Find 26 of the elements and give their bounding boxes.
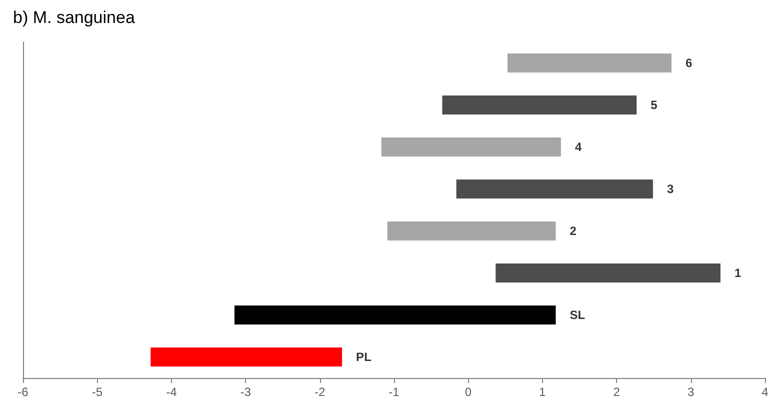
x-tick-label: -6 <box>18 385 29 399</box>
y-tick-label: 2 <box>570 224 577 238</box>
x-tick-label: 4 <box>762 385 769 399</box>
x-tick-label: -4 <box>166 385 178 399</box>
bar <box>508 54 672 72</box>
x-tick-label: -1 <box>388 385 400 399</box>
x-tick-label: 0 <box>464 385 472 399</box>
x-tick-label: 1 <box>539 385 546 399</box>
bar <box>381 138 561 156</box>
x-tick-label: -2 <box>314 385 326 399</box>
y-tick-label: 4 <box>574 140 582 154</box>
x-tick-label: -5 <box>92 385 103 399</box>
bar <box>496 264 720 282</box>
bar <box>387 222 556 240</box>
y-tick-label: SL <box>570 308 586 322</box>
x-tick-label: 3 <box>687 385 694 399</box>
x-tick-label: 2 <box>613 385 620 399</box>
bar <box>456 180 653 198</box>
chart-title: b) M. sanguinea <box>13 8 136 27</box>
bar <box>442 96 637 114</box>
y-tick-label: 5 <box>650 98 658 112</box>
bar <box>150 348 342 366</box>
y-tick-label: PL <box>356 350 372 364</box>
x-tick-label: -3 <box>240 385 252 399</box>
y-tick-label: 6 <box>686 56 693 70</box>
bar <box>234 306 556 324</box>
